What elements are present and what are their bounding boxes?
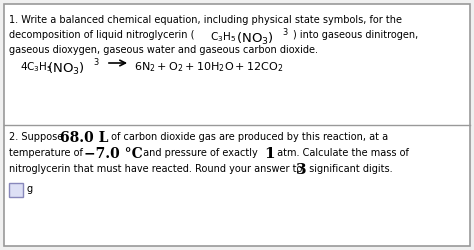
Text: $\mathregular{C_3H_5}$: $\mathregular{C_3H_5}$ (210, 30, 236, 44)
Text: of carbon dioxide gas are produced by this reaction, at a: of carbon dioxide gas are produced by th… (108, 132, 388, 142)
Text: decomposition of liquid nitroglycerin (: decomposition of liquid nitroglycerin ( (9, 30, 194, 40)
Text: 2. Suppose: 2. Suppose (9, 132, 66, 142)
Text: $\mathregular{4C_3H_5}$: $\mathregular{4C_3H_5}$ (20, 60, 53, 74)
Text: $\mathregular{_3}$: $\mathregular{_3}$ (93, 55, 100, 68)
Text: and pressure of exactly: and pressure of exactly (140, 148, 261, 158)
Text: ) into gaseous dinitrogen,: ) into gaseous dinitrogen, (293, 30, 418, 40)
Text: temperature of: temperature of (9, 148, 86, 158)
Text: significant digits.: significant digits. (306, 164, 392, 174)
Text: 1: 1 (264, 146, 274, 160)
Text: $\mathregular{6N_2 + O_2 + 10H_2O + 12CO_2}$: $\mathregular{6N_2 + O_2 + 10H_2O + 12CO… (134, 60, 283, 74)
Text: 68.0 L: 68.0 L (60, 132, 109, 145)
Text: g: g (27, 184, 33, 194)
Text: 3: 3 (296, 162, 307, 176)
Text: $\mathregular{(NO_3)}$: $\mathregular{(NO_3)}$ (47, 61, 85, 77)
Text: nitroglycerin that must have reacted. Round your answer to: nitroglycerin that must have reacted. Ro… (9, 164, 306, 174)
Text: $\mathregular{(NO_3)}$: $\mathregular{(NO_3)}$ (236, 31, 274, 47)
Bar (9, 182, 23, 196)
Text: $\mathregular{_3}$: $\mathregular{_3}$ (282, 25, 289, 38)
Text: gaseous dioxygen, gaseous water and gaseous carbon dioxide.: gaseous dioxygen, gaseous water and gase… (9, 45, 318, 55)
Text: atm. Calculate the mass of: atm. Calculate the mass of (274, 148, 409, 158)
Text: −7.0 °C: −7.0 °C (84, 148, 143, 162)
Text: 1. Write a balanced chemical equation, including physical state symbols, for the: 1. Write a balanced chemical equation, i… (9, 15, 402, 25)
